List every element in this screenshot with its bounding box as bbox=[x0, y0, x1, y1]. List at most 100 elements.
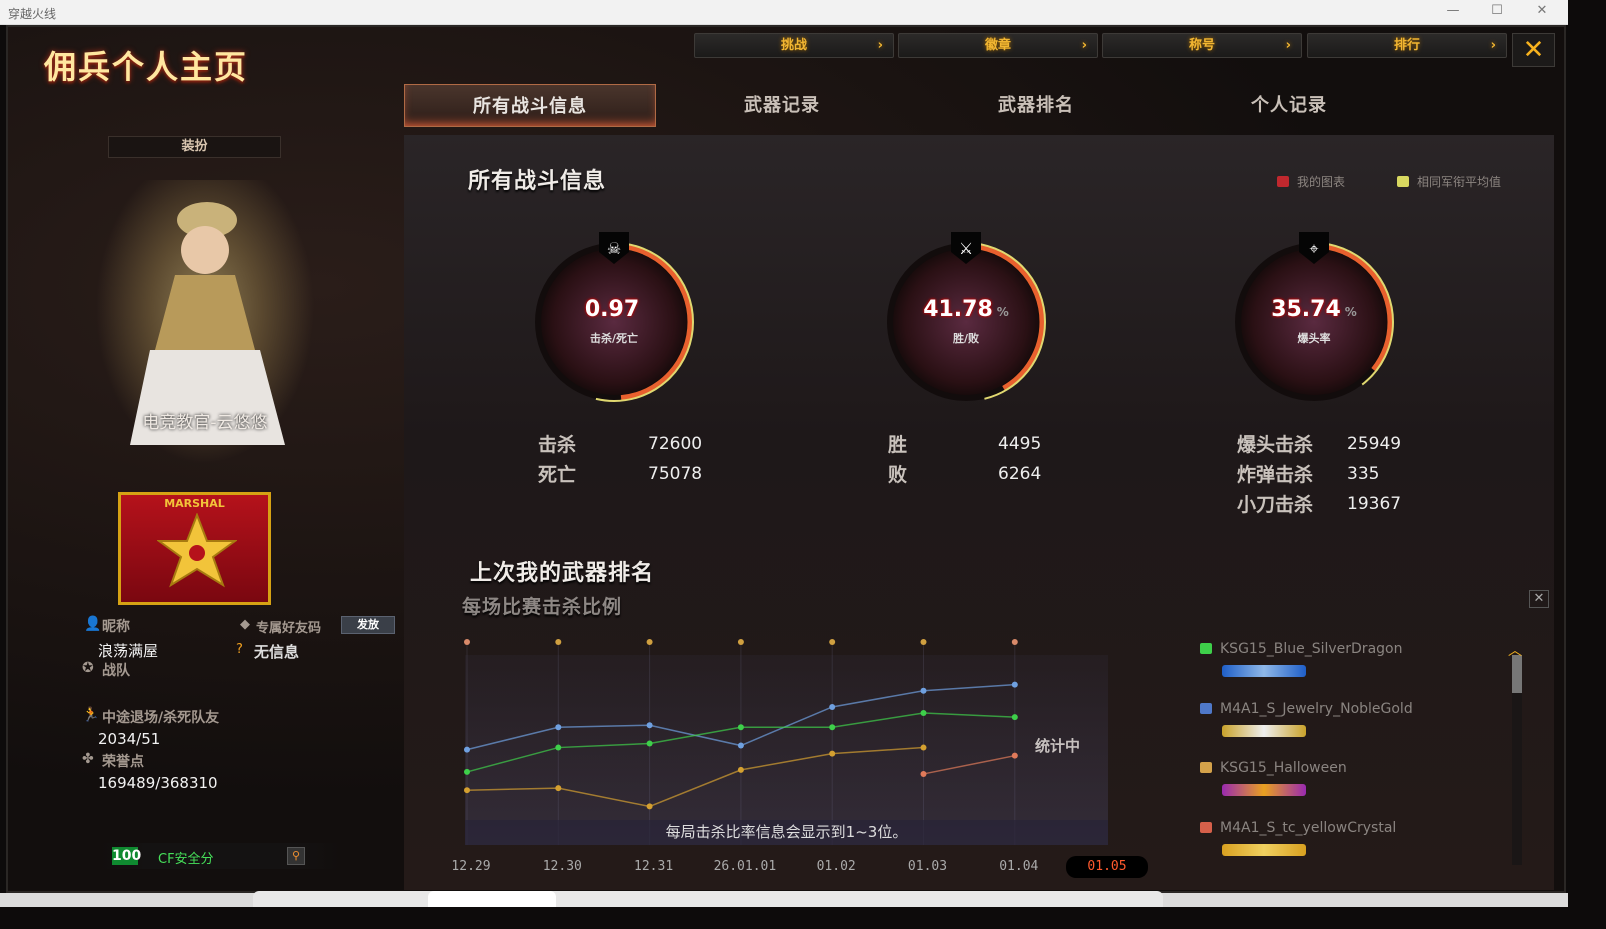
stat-value: 19367 bbox=[1347, 494, 1402, 514]
crossed-rifles-icon bbox=[951, 232, 981, 264]
stat-value: 6264 bbox=[998, 464, 1042, 484]
ranking-button[interactable]: 排行 › bbox=[1307, 33, 1507, 58]
question-icon: ? bbox=[236, 642, 243, 657]
search-icon[interactable]: ⚲ bbox=[287, 847, 305, 865]
title-button[interactable]: 称号 › bbox=[1102, 33, 1302, 58]
data-point bbox=[646, 722, 653, 729]
data-point bbox=[555, 724, 562, 731]
x-tick-label[interactable]: 01.03 bbox=[907, 859, 948, 874]
weapon-image bbox=[1222, 843, 1306, 856]
legend-swatch bbox=[1277, 176, 1289, 187]
data-point bbox=[555, 785, 562, 792]
legend-mine: 我的图表 bbox=[1277, 173, 1345, 190]
x-tick-label[interactable]: 12.29 bbox=[451, 859, 491, 874]
browser-tab-strip bbox=[253, 891, 1163, 907]
character-name: 电竞教官-云悠悠 bbox=[142, 413, 268, 433]
data-point bbox=[737, 742, 744, 749]
weapon-item[interactable]: KSG15_Halloween bbox=[1200, 760, 1347, 776]
dress-up-button[interactable]: 装扮 bbox=[108, 136, 281, 158]
weapon-name: KSG15_Halloween bbox=[1220, 760, 1347, 776]
gauge-1: ⚔ bbox=[881, 232, 1051, 412]
weapon-color-swatch bbox=[1200, 821, 1212, 833]
clan-icon: ✪ bbox=[82, 660, 94, 676]
tab-weapon-record[interactable]: 武器记录 bbox=[744, 95, 820, 116]
close-icon[interactable]: ✕ bbox=[1512, 33, 1555, 67]
data-point bbox=[920, 770, 927, 777]
gauge-value: 41.78% bbox=[923, 297, 1009, 322]
button-label: 排行 bbox=[1393, 38, 1420, 53]
x-tick-label[interactable]: 12.30 bbox=[542, 859, 582, 874]
gauge-label: 胜/败 bbox=[952, 332, 980, 345]
weapon-item[interactable]: KSG15_Blue_SilverDragon bbox=[1200, 641, 1402, 657]
scrollbar-thumb[interactable] bbox=[1512, 655, 1522, 693]
data-point bbox=[464, 746, 470, 753]
weapon-color-swatch bbox=[1200, 702, 1212, 714]
weapon-image bbox=[1222, 784, 1306, 796]
stat-value: 75078 bbox=[648, 464, 703, 484]
maximize-button[interactable]: ☐ bbox=[1491, 3, 1503, 18]
svg-text:⚔: ⚔ bbox=[959, 239, 973, 258]
nickname-value: 浪荡满屋 bbox=[98, 642, 159, 660]
character-avatar bbox=[95, 180, 315, 465]
data-point bbox=[737, 766, 744, 773]
data-point bbox=[646, 740, 653, 747]
weapon-color-swatch bbox=[1200, 762, 1212, 773]
chevron-right-icon: › bbox=[1285, 38, 1291, 53]
chevron-right-icon: › bbox=[1490, 38, 1496, 53]
svg-text:⌖: ⌖ bbox=[1309, 239, 1318, 258]
data-point bbox=[829, 750, 836, 757]
skull-icon bbox=[599, 232, 629, 264]
data-point bbox=[920, 744, 927, 751]
top-marker bbox=[464, 639, 470, 645]
stat-label: 胜 bbox=[888, 434, 908, 456]
close-icon[interactable]: ✕ bbox=[1529, 590, 1549, 608]
gauge-label: 击杀/死亡 bbox=[589, 332, 639, 345]
challenge-button[interactable]: 挑战 › bbox=[694, 33, 894, 58]
button-label: 称号 bbox=[1188, 38, 1215, 53]
data-point bbox=[920, 687, 927, 694]
scrollbar[interactable] bbox=[1512, 655, 1522, 865]
window-title: 穿越火线 bbox=[8, 7, 57, 21]
x-tick-current[interactable]: 01.05 bbox=[1066, 856, 1148, 878]
runner-icon: 🏃 bbox=[82, 707, 100, 723]
browser-tab-active[interactable] bbox=[428, 891, 556, 907]
svg-text:☠: ☠ bbox=[607, 239, 621, 258]
top-marker bbox=[646, 639, 653, 645]
chevron-right-icon: › bbox=[877, 38, 883, 53]
data-point bbox=[920, 710, 927, 717]
weapon-image bbox=[1222, 724, 1306, 737]
data-point bbox=[737, 724, 744, 731]
tab-weapon-ranking[interactable]: 武器排名 bbox=[998, 95, 1074, 116]
send-button[interactable]: 发放 bbox=[341, 616, 395, 634]
x-tick-label[interactable]: 01.04 bbox=[999, 859, 1039, 874]
tab-personal-record[interactable]: 个人记录 bbox=[1251, 95, 1327, 116]
data-point bbox=[1011, 752, 1018, 759]
badge-button[interactable]: 徽章 › bbox=[898, 33, 1098, 58]
data-point bbox=[464, 787, 470, 794]
user-icon: 👤 bbox=[84, 616, 102, 632]
x-tick-label[interactable]: 01.02 bbox=[816, 859, 856, 874]
chevron-right-icon: › bbox=[1081, 38, 1087, 53]
minimize-button[interactable]: — bbox=[1446, 3, 1460, 18]
weapon-item[interactable]: M4A1_S_tc_yellowCrystal bbox=[1200, 820, 1396, 836]
safety-score: 100 bbox=[112, 847, 142, 865]
stat-label: 爆头击杀 bbox=[1237, 434, 1314, 456]
character-silhouette-icon bbox=[130, 202, 285, 445]
x-tick-label[interactable]: 12.31 bbox=[634, 859, 674, 874]
data-point bbox=[829, 703, 836, 710]
data-point bbox=[464, 768, 470, 775]
gauge-value: 0.97 bbox=[584, 297, 640, 322]
top-marker bbox=[1011, 639, 1018, 645]
tab-all-battle-info[interactable]: 所有战斗信息 bbox=[404, 84, 656, 127]
window-close-button[interactable]: ✕ bbox=[1536, 3, 1548, 18]
scroll-up-icon[interactable]: ︿ bbox=[1508, 643, 1522, 659]
legend-average: 相同军衔平均值 bbox=[1397, 173, 1501, 190]
gauge-label: 爆头率 bbox=[1297, 332, 1331, 345]
weapon-item[interactable]: M4A1_S_Jewelry_NobleGold bbox=[1200, 701, 1413, 717]
x-tick-label[interactable]: 26.01.01 bbox=[713, 859, 777, 874]
series-line-3 bbox=[923, 754, 1015, 775]
stat-label: 击杀 bbox=[538, 434, 577, 456]
stat-value: 4495 bbox=[998, 434, 1042, 454]
weapon-image bbox=[1222, 665, 1306, 677]
